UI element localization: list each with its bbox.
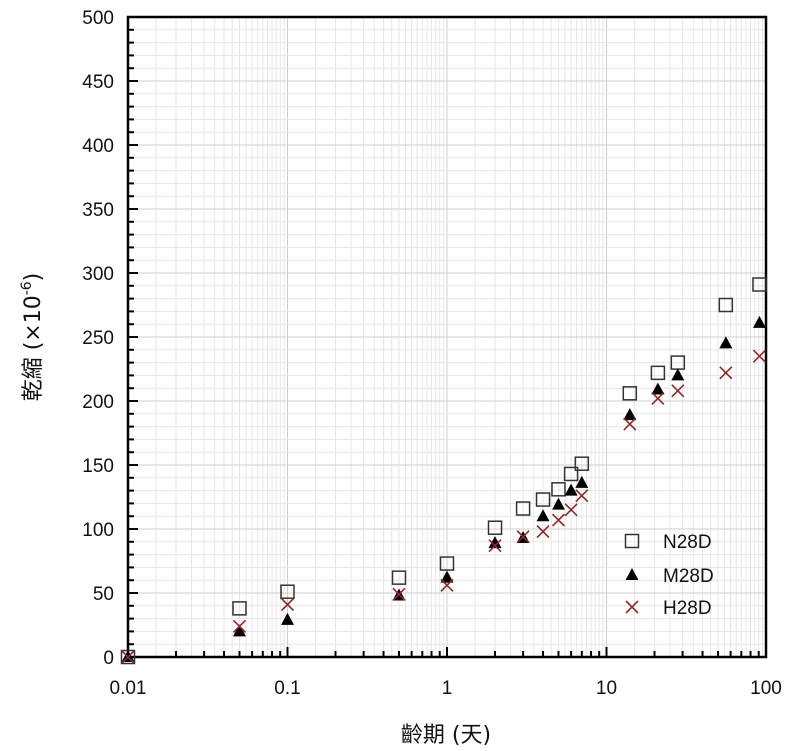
y-axis-title: 乾縮 (×10-6) [19,273,46,402]
data-point-m28d [719,336,733,349]
x-tick-label: 1 [442,678,453,699]
data-point-h28d [623,417,637,431]
data-point-n28d [535,492,551,507]
data-point-n28d [622,386,638,401]
y-tick-label: 350 [82,200,114,221]
y-tick-label: 300 [82,264,114,285]
legend: N28D M28D H28D [624,532,714,619]
y-tick-label: 50 [93,584,114,605]
data-point-h28d [440,578,454,592]
y-axis-title-close: ) [21,273,46,282]
data-point-n28d [650,365,666,381]
data-point-n28d [551,482,566,497]
data-point-n28d [515,501,531,516]
legend-marker-n28d [624,533,640,549]
data-point-n28d [574,456,590,471]
data-point-n28d [752,277,767,292]
data-point-h28d [232,619,247,633]
legend-label-n28d: N28D [663,532,712,553]
y-axis-title-exponent: -6 [19,281,35,295]
y-tick-label: 450 [82,72,114,93]
y-tick-label: 250 [82,328,114,349]
data-point-h28d [536,524,550,539]
y-tick-label: 0 [103,648,114,669]
data-point-h28d [752,349,767,363]
data-point-h28d [551,513,566,527]
y-tick-label: 150 [82,456,114,477]
legend-label-h28d: H28D [663,598,712,619]
data-point-m28d [564,483,578,496]
y-tick-labels: 0 50 100 150 200 250 300 350 400 450 500 [82,8,114,669]
data-point-h28d [488,539,502,553]
data-point-m28d [232,624,246,637]
data-point-n28d [487,520,503,535]
data-point-n28d [718,297,734,313]
axis-ticks [127,16,767,658]
x-tick-label: 10 [596,678,617,699]
grid [127,16,767,658]
y-axis-title-main: 乾縮 (×10 [21,295,46,401]
data-point-h28d [280,597,295,612]
x-tick-labels: 0.01 0.1 1 10 100 [110,678,782,699]
y-tick-label: 100 [82,520,114,541]
data-point-h28d [392,587,406,601]
x-tick-label: 0.1 [274,678,300,699]
data-point-m28d [671,368,685,381]
data-point-h28d [564,503,578,517]
data-point-m28d [551,497,565,510]
data-point-h28d [121,650,135,664]
data-point-m28d [575,475,589,488]
data-point-n28d [439,556,455,571]
data-point-h28d [671,384,685,398]
data-point-n28d [232,601,247,616]
data-point-n28d [391,570,407,585]
data-point-h28d [719,366,733,380]
data-point-h28d [516,530,530,544]
data-point-m28d [623,408,637,421]
y-tick-label: 200 [82,392,114,413]
data-point-m28d [752,315,766,328]
x-axis-title: 齡期 (天) [401,723,491,748]
data-point-m28d [536,509,550,522]
data-point-h28d [651,391,665,406]
data-point-m28d [281,612,294,625]
data-point-m28d [488,536,502,549]
x-tick-label: 100 [750,678,782,699]
data-point-n28d [563,466,579,482]
data-point-h28d [575,489,589,503]
legend-label-m28d: M28D [663,566,714,587]
y-tick-label: 500 [82,8,114,29]
x-tick-label: 0.01 [110,678,147,699]
data-point-m28d [651,382,665,395]
legend-marker-h28d [625,600,639,614]
y-tick-label: 400 [82,136,114,157]
data-point-n28d [280,584,295,599]
data-markers [120,277,767,665]
legend-marker-m28d [625,568,639,580]
data-point-m28d [440,570,454,583]
